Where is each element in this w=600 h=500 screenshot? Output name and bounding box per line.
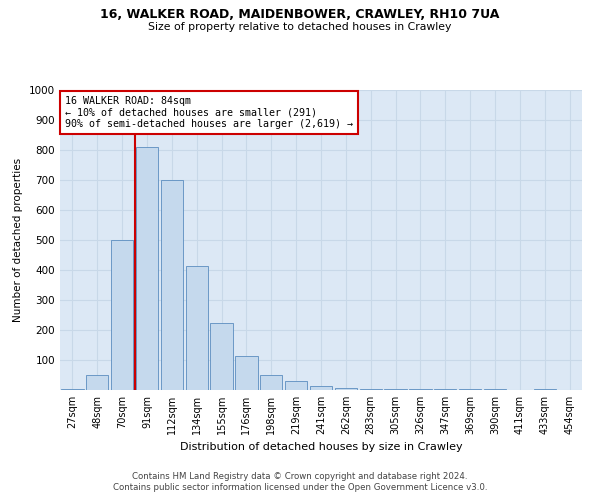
Bar: [260, 375, 283, 390]
Bar: [136, 147, 158, 390]
Text: Contains HM Land Registry data © Crown copyright and database right 2024.: Contains HM Land Registry data © Crown c…: [132, 472, 468, 481]
Text: Size of property relative to detached houses in Crawley: Size of property relative to detached ho…: [148, 22, 452, 32]
Bar: [185, 266, 208, 390]
Bar: [484, 388, 506, 390]
Text: 16, WALKER ROAD, MAIDENBOWER, CRAWLEY, RH10 7UA: 16, WALKER ROAD, MAIDENBOWER, CRAWLEY, R…: [100, 8, 500, 20]
Bar: [434, 389, 457, 390]
Bar: [211, 322, 233, 390]
Bar: [285, 381, 307, 390]
Bar: [235, 356, 257, 390]
Bar: [310, 386, 332, 390]
Bar: [335, 388, 357, 390]
Bar: [111, 240, 133, 390]
Bar: [86, 375, 109, 390]
Bar: [61, 388, 83, 390]
Bar: [359, 388, 382, 390]
Text: Distribution of detached houses by size in Crawley: Distribution of detached houses by size …: [179, 442, 463, 452]
Bar: [161, 180, 183, 390]
Bar: [385, 388, 407, 390]
Text: 16 WALKER ROAD: 84sqm
← 10% of detached houses are smaller (291)
90% of semi-det: 16 WALKER ROAD: 84sqm ← 10% of detached …: [65, 96, 353, 129]
Y-axis label: Number of detached properties: Number of detached properties: [13, 158, 23, 322]
Text: Contains public sector information licensed under the Open Government Licence v3: Contains public sector information licen…: [113, 484, 487, 492]
Bar: [409, 388, 431, 390]
